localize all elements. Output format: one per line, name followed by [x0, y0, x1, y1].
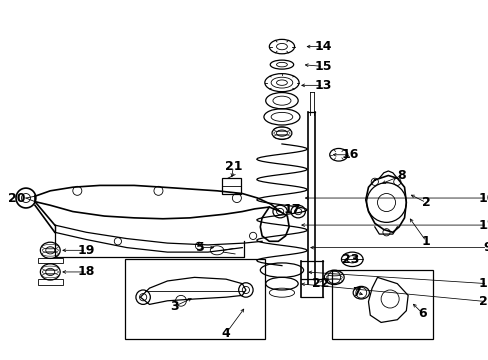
- Text: 18: 18: [78, 265, 95, 278]
- Bar: [125, 259, 264, 339]
- Bar: [221, 178, 241, 194]
- Text: 15: 15: [314, 60, 331, 73]
- Text: 10: 10: [478, 192, 488, 204]
- Text: 8: 8: [397, 169, 406, 182]
- Text: 21: 21: [224, 160, 242, 173]
- Text: 17: 17: [283, 203, 300, 216]
- Text: 1: 1: [421, 235, 429, 248]
- Text: 4: 4: [221, 327, 230, 340]
- Text: 12: 12: [478, 219, 488, 231]
- Text: 2: 2: [421, 196, 429, 209]
- Text: 16: 16: [341, 148, 358, 161]
- Text: 19: 19: [78, 244, 95, 257]
- Text: 23: 23: [341, 253, 358, 266]
- Text: 20: 20: [8, 192, 25, 204]
- Text: 24: 24: [478, 295, 488, 308]
- Text: 13: 13: [314, 79, 331, 92]
- Text: 6: 6: [417, 307, 426, 320]
- Text: 7: 7: [352, 286, 361, 299]
- Text: 11: 11: [478, 277, 488, 290]
- Text: 3: 3: [170, 300, 179, 313]
- Text: 9: 9: [482, 241, 488, 254]
- Text: 14: 14: [314, 40, 331, 53]
- Text: 5: 5: [196, 241, 205, 254]
- Bar: [332, 270, 432, 339]
- Text: 22: 22: [311, 277, 329, 290]
